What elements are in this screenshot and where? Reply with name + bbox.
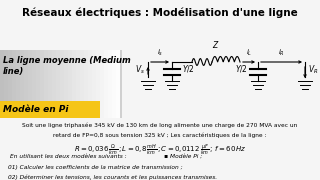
Text: $Y/2$: $Y/2$ [235,62,248,73]
Text: $i_s$: $i_s$ [157,48,163,58]
FancyBboxPatch shape [80,50,84,118]
Text: La ligne moyenne (Medium
line): La ligne moyenne (Medium line) [3,56,131,76]
FancyBboxPatch shape [56,50,60,118]
FancyBboxPatch shape [44,50,48,118]
FancyBboxPatch shape [92,50,96,118]
Text: $V_R$: $V_R$ [308,64,318,76]
FancyBboxPatch shape [116,50,120,118]
FancyBboxPatch shape [16,50,20,118]
FancyBboxPatch shape [20,50,24,118]
FancyBboxPatch shape [96,50,100,118]
Text: $V_s$: $V_s$ [135,64,145,76]
Text: En utilisant les deux modèles suivants :                    ▪ Modèle Pi ;: En utilisant les deux modèles suivants :… [10,154,202,159]
FancyBboxPatch shape [112,50,116,118]
FancyBboxPatch shape [108,50,112,118]
Text: 01) Calculer les coefficients de la matrice de transmission ;: 01) Calculer les coefficients de la matr… [8,165,183,170]
FancyBboxPatch shape [52,50,56,118]
FancyBboxPatch shape [4,50,8,118]
FancyBboxPatch shape [32,50,36,118]
Text: Modèle en Pi: Modèle en Pi [3,105,68,114]
FancyBboxPatch shape [24,50,28,118]
FancyBboxPatch shape [48,50,52,118]
Text: $i_R$: $i_R$ [278,48,285,58]
FancyBboxPatch shape [64,50,68,118]
Text: Réseaux électriques : Modélisation d'une ligne: Réseaux électriques : Modélisation d'une… [22,8,298,19]
FancyBboxPatch shape [72,50,76,118]
FancyBboxPatch shape [104,50,108,118]
FancyBboxPatch shape [36,50,40,118]
Text: $Y/2$: $Y/2$ [182,62,195,73]
Text: $R = 0{,}036\,\frac{\Omega}{km}\,;L = 0{,}8\,\frac{mH}{km}\,;C = 0{,}0112\,\frac: $R = 0{,}036\,\frac{\Omega}{km}\,;L = 0{… [74,142,246,157]
FancyBboxPatch shape [0,50,4,118]
FancyBboxPatch shape [76,50,80,118]
Text: 02) Déterminer les tensions, les courants et les puissances transmises.: 02) Déterminer les tensions, les courant… [8,174,217,179]
FancyBboxPatch shape [60,50,64,118]
FancyBboxPatch shape [100,50,104,118]
Text: Soit une ligne triphasée 345 kV de 130 km de long alimente une charge de 270 MVA: Soit une ligne triphasée 345 kV de 130 k… [22,123,298,129]
FancyBboxPatch shape [0,50,122,118]
FancyBboxPatch shape [0,101,100,118]
FancyBboxPatch shape [84,50,88,118]
FancyBboxPatch shape [68,50,72,118]
Text: retard de FP=0,8 sous tension 325 kV ; Les caractéristiques de la ligne :: retard de FP=0,8 sous tension 325 kV ; L… [53,132,267,138]
FancyBboxPatch shape [12,50,16,118]
FancyBboxPatch shape [28,50,32,118]
FancyBboxPatch shape [8,50,12,118]
Text: $i_L$: $i_L$ [246,48,252,58]
Text: $Z$: $Z$ [212,39,220,50]
FancyBboxPatch shape [40,50,44,118]
FancyBboxPatch shape [88,50,92,118]
